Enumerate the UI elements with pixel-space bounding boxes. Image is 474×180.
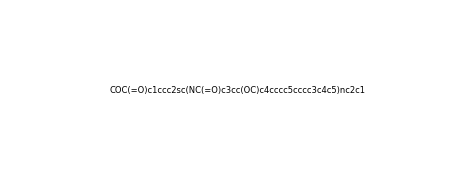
Text: COC(=O)c1ccc2sc(NC(=O)c3cc(OC)c4cccc5cccc3c4c5)nc2c1: COC(=O)c1ccc2sc(NC(=O)c3cc(OC)c4cccc5ccc… bbox=[109, 86, 365, 94]
